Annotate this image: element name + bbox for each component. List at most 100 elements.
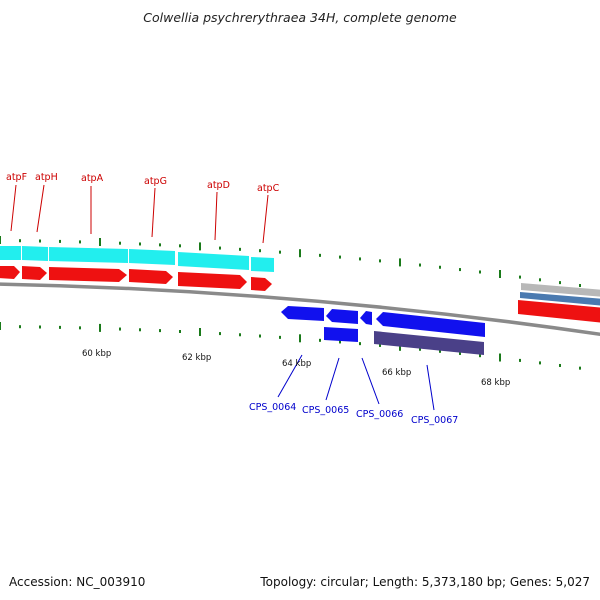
scale-tick-lower [459,351,461,355]
scale-tick-lower [399,342,401,351]
scale-tick-upper [119,241,121,245]
cds-arrow-atpA [49,267,127,282]
scale-tick-lower [579,366,581,370]
gene-block-CPS_0067 [374,331,484,355]
scale-tick-upper [539,278,541,282]
cds-arrow-CPS_0065 [326,309,358,324]
gene-block-atpF [0,246,21,260]
scale-tick-lower [519,358,521,362]
scale-labels: 60 kbp 62 kbp 64 kbp 66 kbp 68 kbp [82,349,510,388]
scale-tick-lower [319,338,321,342]
steel-feature-right [520,292,600,306]
scale-tick-lower [139,328,141,332]
scale-tick-upper [39,239,41,243]
scale-tick-upper [279,250,281,254]
scale-tick-lower [559,363,561,367]
gene-label-atpH: atpH [35,172,58,183]
scale-tick-upper [139,242,141,246]
leader-CPS_0067 [426,364,435,411]
leader-atpG [151,187,156,238]
scale-tick-lower [419,347,421,351]
scale-tick-lower [379,343,381,347]
scale-tick-lower [479,354,481,358]
right-edge-features [518,283,600,323]
leader-atpC [262,194,269,244]
gene-label-atpC: atpC [257,183,280,194]
scale-tick-lower [339,340,341,344]
leader-CPS_0066 [361,357,380,405]
gene-label-CPS_0067: CPS_0067 [411,415,458,426]
gene-label-atpA: atpA [81,173,104,184]
cds-arrow-atpF [0,266,20,279]
cds-arrow-atpH [22,266,47,280]
cds-arrow-CPS_0067 [376,312,485,337]
forward-cds-track [0,266,272,291]
cds-arrow-atpC [251,277,272,291]
scale-tick-upper [379,259,381,263]
lower-tick-row [0,322,581,370]
scale-tick-upper [579,284,581,288]
scale-tick-upper [199,242,201,251]
upper-tick-row [0,236,581,288]
scale-tick-upper [419,263,421,267]
gene-block-CPS_0065 [324,327,358,342]
scale-tick-upper [359,257,361,261]
gene-block-atpG [129,249,175,265]
scale-tick-upper [59,239,61,243]
reverse-cds-track [281,306,485,337]
scale-tick-upper [79,240,81,244]
scale-tick-lower [439,349,441,353]
leader-atpH [36,184,45,233]
gene-block-atpA [49,247,128,263]
scale-label-66kbp: 66 kbp [382,368,411,378]
scale-tick-lower [259,334,261,338]
scale-tick-upper [179,244,181,248]
scale-tick-upper [0,236,1,244]
gene-block-atpD [178,252,249,270]
leader-atpD [214,191,218,241]
gene-label-atpG: atpG [144,176,167,187]
scale-tick-lower [59,325,61,329]
gene-block-atpH [22,246,48,261]
genome-backbone [0,282,600,337]
scale-tick-upper [499,270,501,278]
scale-tick-lower [359,342,361,346]
genome-summary-text: Topology: circular; Length: 5,373,180 bp… [260,575,590,589]
leader-CPS_0064 [277,354,303,398]
cds-arrow-CPS_0064 [281,306,324,321]
scale-tick-lower [179,330,181,334]
scale-tick-upper [19,239,21,243]
gene-label-CPS_0064: CPS_0064 [249,402,296,413]
scale-tick-upper [259,249,261,253]
scale-tick-upper [319,253,321,257]
scale-tick-lower [499,353,501,362]
leader-lines [10,184,435,411]
scale-tick-lower [299,334,301,343]
scale-tick-upper [339,255,341,259]
scale-tick-lower [99,323,101,332]
scale-tick-upper [519,275,521,279]
scale-tick-upper [99,238,101,246]
reverse-gene-track [324,327,484,355]
scale-tick-upper [159,243,161,247]
gene-label-atpD: atpD [207,180,230,191]
cds-arrow-atpG [129,269,173,284]
gene-label-CPS_0066: CPS_0066 [356,409,403,420]
leader-CPS_0065 [325,357,340,401]
scale-tick-lower [539,361,541,365]
page-title: Colwellia psychrerythraea 34H, complete … [143,10,457,25]
scale-tick-upper [299,249,301,258]
scale-label-62kbp: 62 kbp [182,353,211,363]
gene-labels: atpF atpH atpA atpG atpD atpC CPS_0064 C… [6,172,458,426]
scale-tick-lower [219,332,221,336]
scale-tick-upper [399,258,401,267]
scale-tick-upper [239,247,241,251]
gene-block-atpC [251,257,274,272]
scale-tick-lower [279,335,281,339]
scale-tick-upper [559,281,561,285]
gene-label-CPS_0065: CPS_0065 [302,405,349,416]
scale-tick-lower [159,329,161,333]
scale-tick-lower [79,326,81,330]
red-feature-right [518,300,600,323]
